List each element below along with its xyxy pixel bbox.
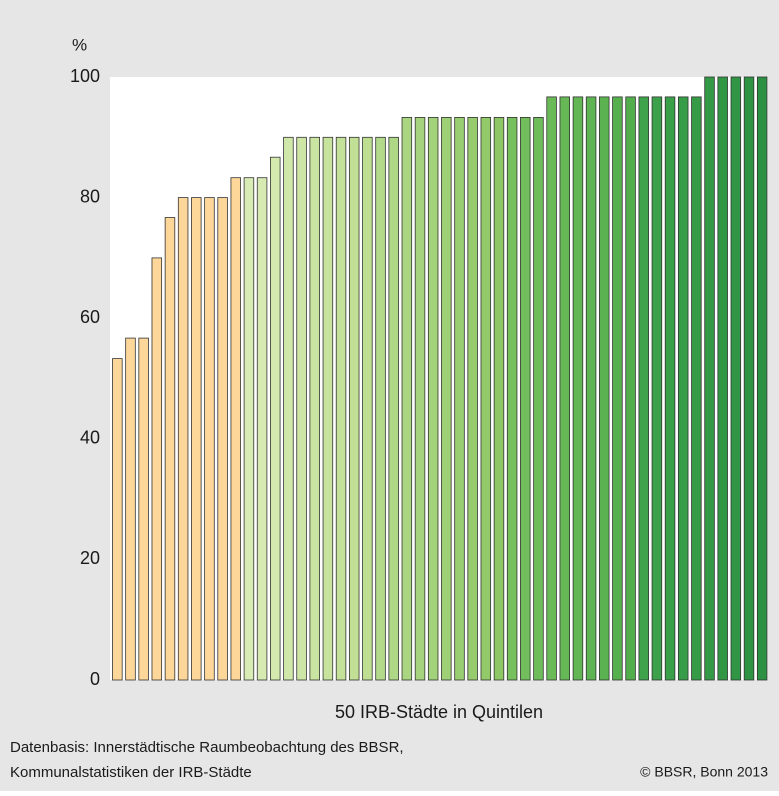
copyright: © BBSR, Bonn 2013: [640, 764, 768, 780]
bar: [454, 117, 465, 681]
y-unit-label: %: [72, 35, 87, 54]
bar: [756, 76, 768, 681]
bar: [151, 257, 163, 681]
source-note: Kommunalstatistiken der IRB-Städte: [10, 764, 252, 781]
bar: [559, 96, 571, 681]
y-tick-label: 0: [90, 669, 100, 689]
bar: [441, 117, 452, 681]
bar: [585, 96, 597, 681]
bar: [256, 177, 268, 681]
bar: [427, 117, 439, 681]
bar: [112, 358, 123, 681]
bar: [599, 96, 610, 681]
y-tick-label: 20: [80, 548, 100, 568]
bar: [612, 96, 623, 681]
bar: [243, 177, 255, 681]
bar: [520, 117, 531, 681]
bar: [625, 96, 636, 681]
bar: [138, 337, 149, 681]
bar: [414, 117, 426, 681]
bar: [164, 217, 176, 681]
y-tick-label: 40: [80, 428, 100, 448]
bar: [388, 136, 399, 681]
bar: [717, 76, 728, 681]
bar: [230, 177, 242, 681]
bar: [191, 197, 202, 681]
bar: [270, 156, 281, 681]
bar: [283, 136, 294, 681]
bar: [375, 136, 386, 681]
bar: [691, 96, 702, 681]
bar: [533, 117, 544, 681]
bar: [467, 117, 478, 681]
bar: [204, 197, 215, 681]
bar: [309, 136, 320, 681]
bar: [335, 136, 347, 681]
bar: [322, 136, 334, 681]
bar: [401, 117, 413, 681]
bar: [730, 76, 742, 681]
bar: [493, 117, 505, 681]
bar: [704, 76, 715, 681]
bar: [296, 136, 307, 681]
bar: [480, 117, 492, 681]
bar: [217, 197, 228, 681]
bar: [743, 76, 755, 681]
bar: [506, 117, 518, 681]
bar: [362, 136, 373, 681]
y-tick-label: 80: [80, 186, 100, 206]
bar: [125, 337, 136, 681]
bar: [348, 136, 360, 681]
bar: [651, 96, 663, 681]
x-axis-label: 50 IRB-Städte in Quintilen: [335, 702, 543, 722]
bar: [572, 96, 584, 681]
bar: [664, 96, 676, 681]
bar: [677, 96, 689, 681]
bar: [546, 96, 557, 681]
source-note: Datenbasis: Innerstädtische Raumbeobacht…: [10, 739, 404, 756]
y-tick-label: 60: [80, 307, 100, 327]
bar: [638, 96, 649, 681]
bar: [177, 197, 189, 681]
y-tick-label: 100: [70, 66, 100, 86]
